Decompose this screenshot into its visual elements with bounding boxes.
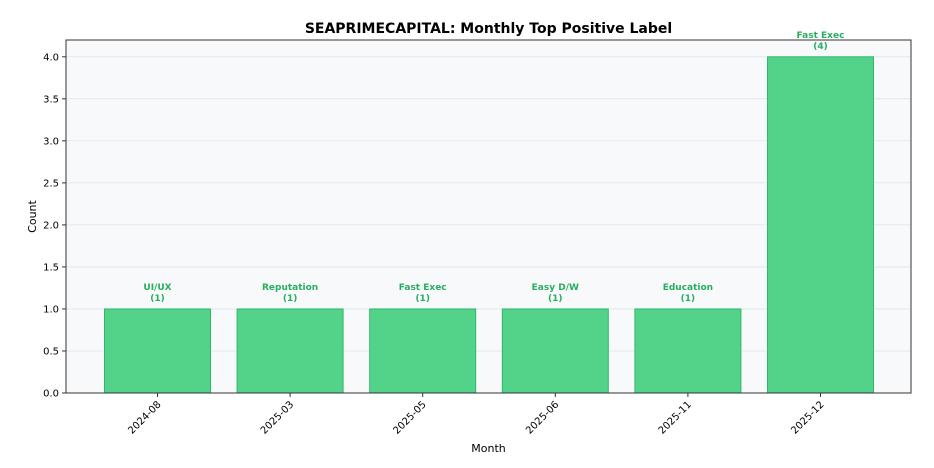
- y-tick-label: 1.5: [43, 262, 59, 273]
- bar-label-name: Fast Exec: [399, 283, 447, 293]
- y-tick-label: 4.0: [43, 52, 59, 63]
- bar-label-name: Reputation: [262, 283, 318, 293]
- y-tick-label: 1.0: [43, 304, 59, 315]
- bar-label-name: UI/UX: [143, 283, 171, 293]
- x-axis-label: Month: [471, 442, 506, 455]
- bar-label-value: (1): [415, 294, 430, 304]
- x-tick-label: 2025-06: [524, 399, 561, 436]
- y-tick-label: 2.0: [43, 220, 59, 231]
- bar-label-value: (1): [150, 294, 165, 304]
- x-tick-label: 2025-11: [657, 399, 694, 436]
- bar-label-value: (1): [283, 294, 298, 304]
- x-axis-ticks: 2024-08 2025-03 2025-05 2025-06 2025-11 2025-…: [126, 393, 827, 437]
- bar: [501, 308, 609, 394]
- y-tick-label: 0.0: [43, 389, 59, 400]
- bar-label-name: Easy D/W: [532, 283, 579, 293]
- bar: [104, 308, 211, 394]
- bar: [634, 308, 742, 394]
- bar-label-name: Education: [663, 283, 713, 293]
- x-tick-label: 2025-05: [391, 399, 428, 436]
- x-tick-label: 2025-03: [259, 399, 296, 436]
- bar: [767, 56, 874, 394]
- y-axis-label: Count: [26, 199, 39, 232]
- bar-label-value: (4): [813, 42, 828, 52]
- y-axis-ticks: 0.0 0.5 1.0 1.5 2.0 2.5 3.0 3.5 4.0: [43, 52, 66, 400]
- x-tick-label: 2025-12: [789, 399, 826, 436]
- bar-label-name: Fast Exec: [797, 31, 845, 41]
- bar-labels: UI/UX(1)Reputation(1)Fast Exec(1)Easy D/…: [143, 31, 844, 304]
- chart-title: SEAPRIMECAPITAL: Monthly Top Positive La…: [305, 21, 672, 37]
- bar-label-value: (1): [681, 294, 696, 304]
- plot-frame: [65, 39, 912, 394]
- y-tick-label: 0.5: [43, 346, 59, 357]
- bar: [369, 308, 477, 394]
- bars: [104, 56, 874, 394]
- y-tick-label: 2.5: [43, 178, 59, 189]
- bar-label-value: (1): [548, 294, 563, 304]
- x-tick-label: 2024-08: [126, 399, 163, 436]
- bar: [236, 308, 344, 394]
- y-tick-label: 3.5: [43, 94, 59, 105]
- y-tick-label: 3.0: [43, 136, 59, 147]
